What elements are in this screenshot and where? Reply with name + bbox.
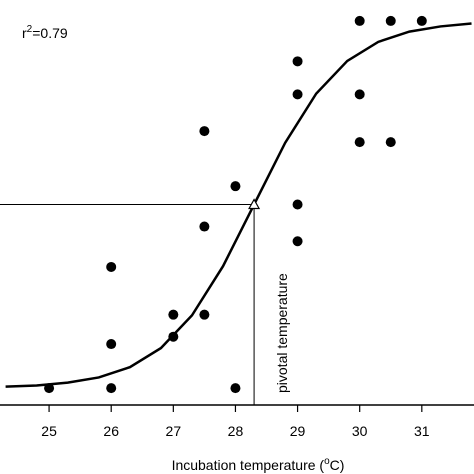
data-point (385, 137, 396, 148)
x-tick-label: 28 (228, 423, 244, 439)
data-point (354, 15, 365, 26)
data-point (168, 309, 179, 320)
r2-label: r2=0.79 (22, 24, 68, 41)
x-tick-label: 30 (352, 423, 368, 439)
fit-curve (5, 22, 472, 388)
x-tick-label: 31 (414, 423, 430, 439)
x-label-rest: C) (330, 457, 345, 473)
x-tick-label: 27 (166, 423, 182, 439)
data-point (292, 89, 303, 100)
data-point (230, 181, 241, 192)
data-point (385, 15, 396, 26)
pivot-marker (248, 198, 261, 210)
data-point (354, 89, 365, 100)
data-point (292, 199, 303, 210)
data-point (106, 383, 117, 394)
data-point (44, 383, 55, 394)
data-point (199, 126, 210, 137)
x-tick-label: 26 (103, 423, 119, 439)
data-point (168, 331, 179, 342)
x-axis-label: Incubation temperature (oC) (172, 456, 345, 473)
data-point (354, 137, 365, 148)
x-tick-label: 29 (290, 423, 306, 439)
data-point (106, 339, 117, 350)
data-point (106, 261, 117, 272)
x-tick-label: 25 (41, 423, 57, 439)
x-label-sup: o (324, 456, 330, 467)
pivot-label: pivotal temperature (274, 273, 290, 393)
data-point (230, 383, 241, 394)
data-point (199, 309, 210, 320)
data-point (292, 236, 303, 247)
r2-base: r (22, 25, 27, 41)
data-point (199, 221, 210, 232)
r2-rest: =0.79 (32, 25, 68, 41)
data-point (292, 56, 303, 67)
x-label-base: Incubation temperature ( (172, 457, 325, 473)
data-point (416, 15, 427, 26)
r2-sup: 2 (27, 24, 33, 35)
